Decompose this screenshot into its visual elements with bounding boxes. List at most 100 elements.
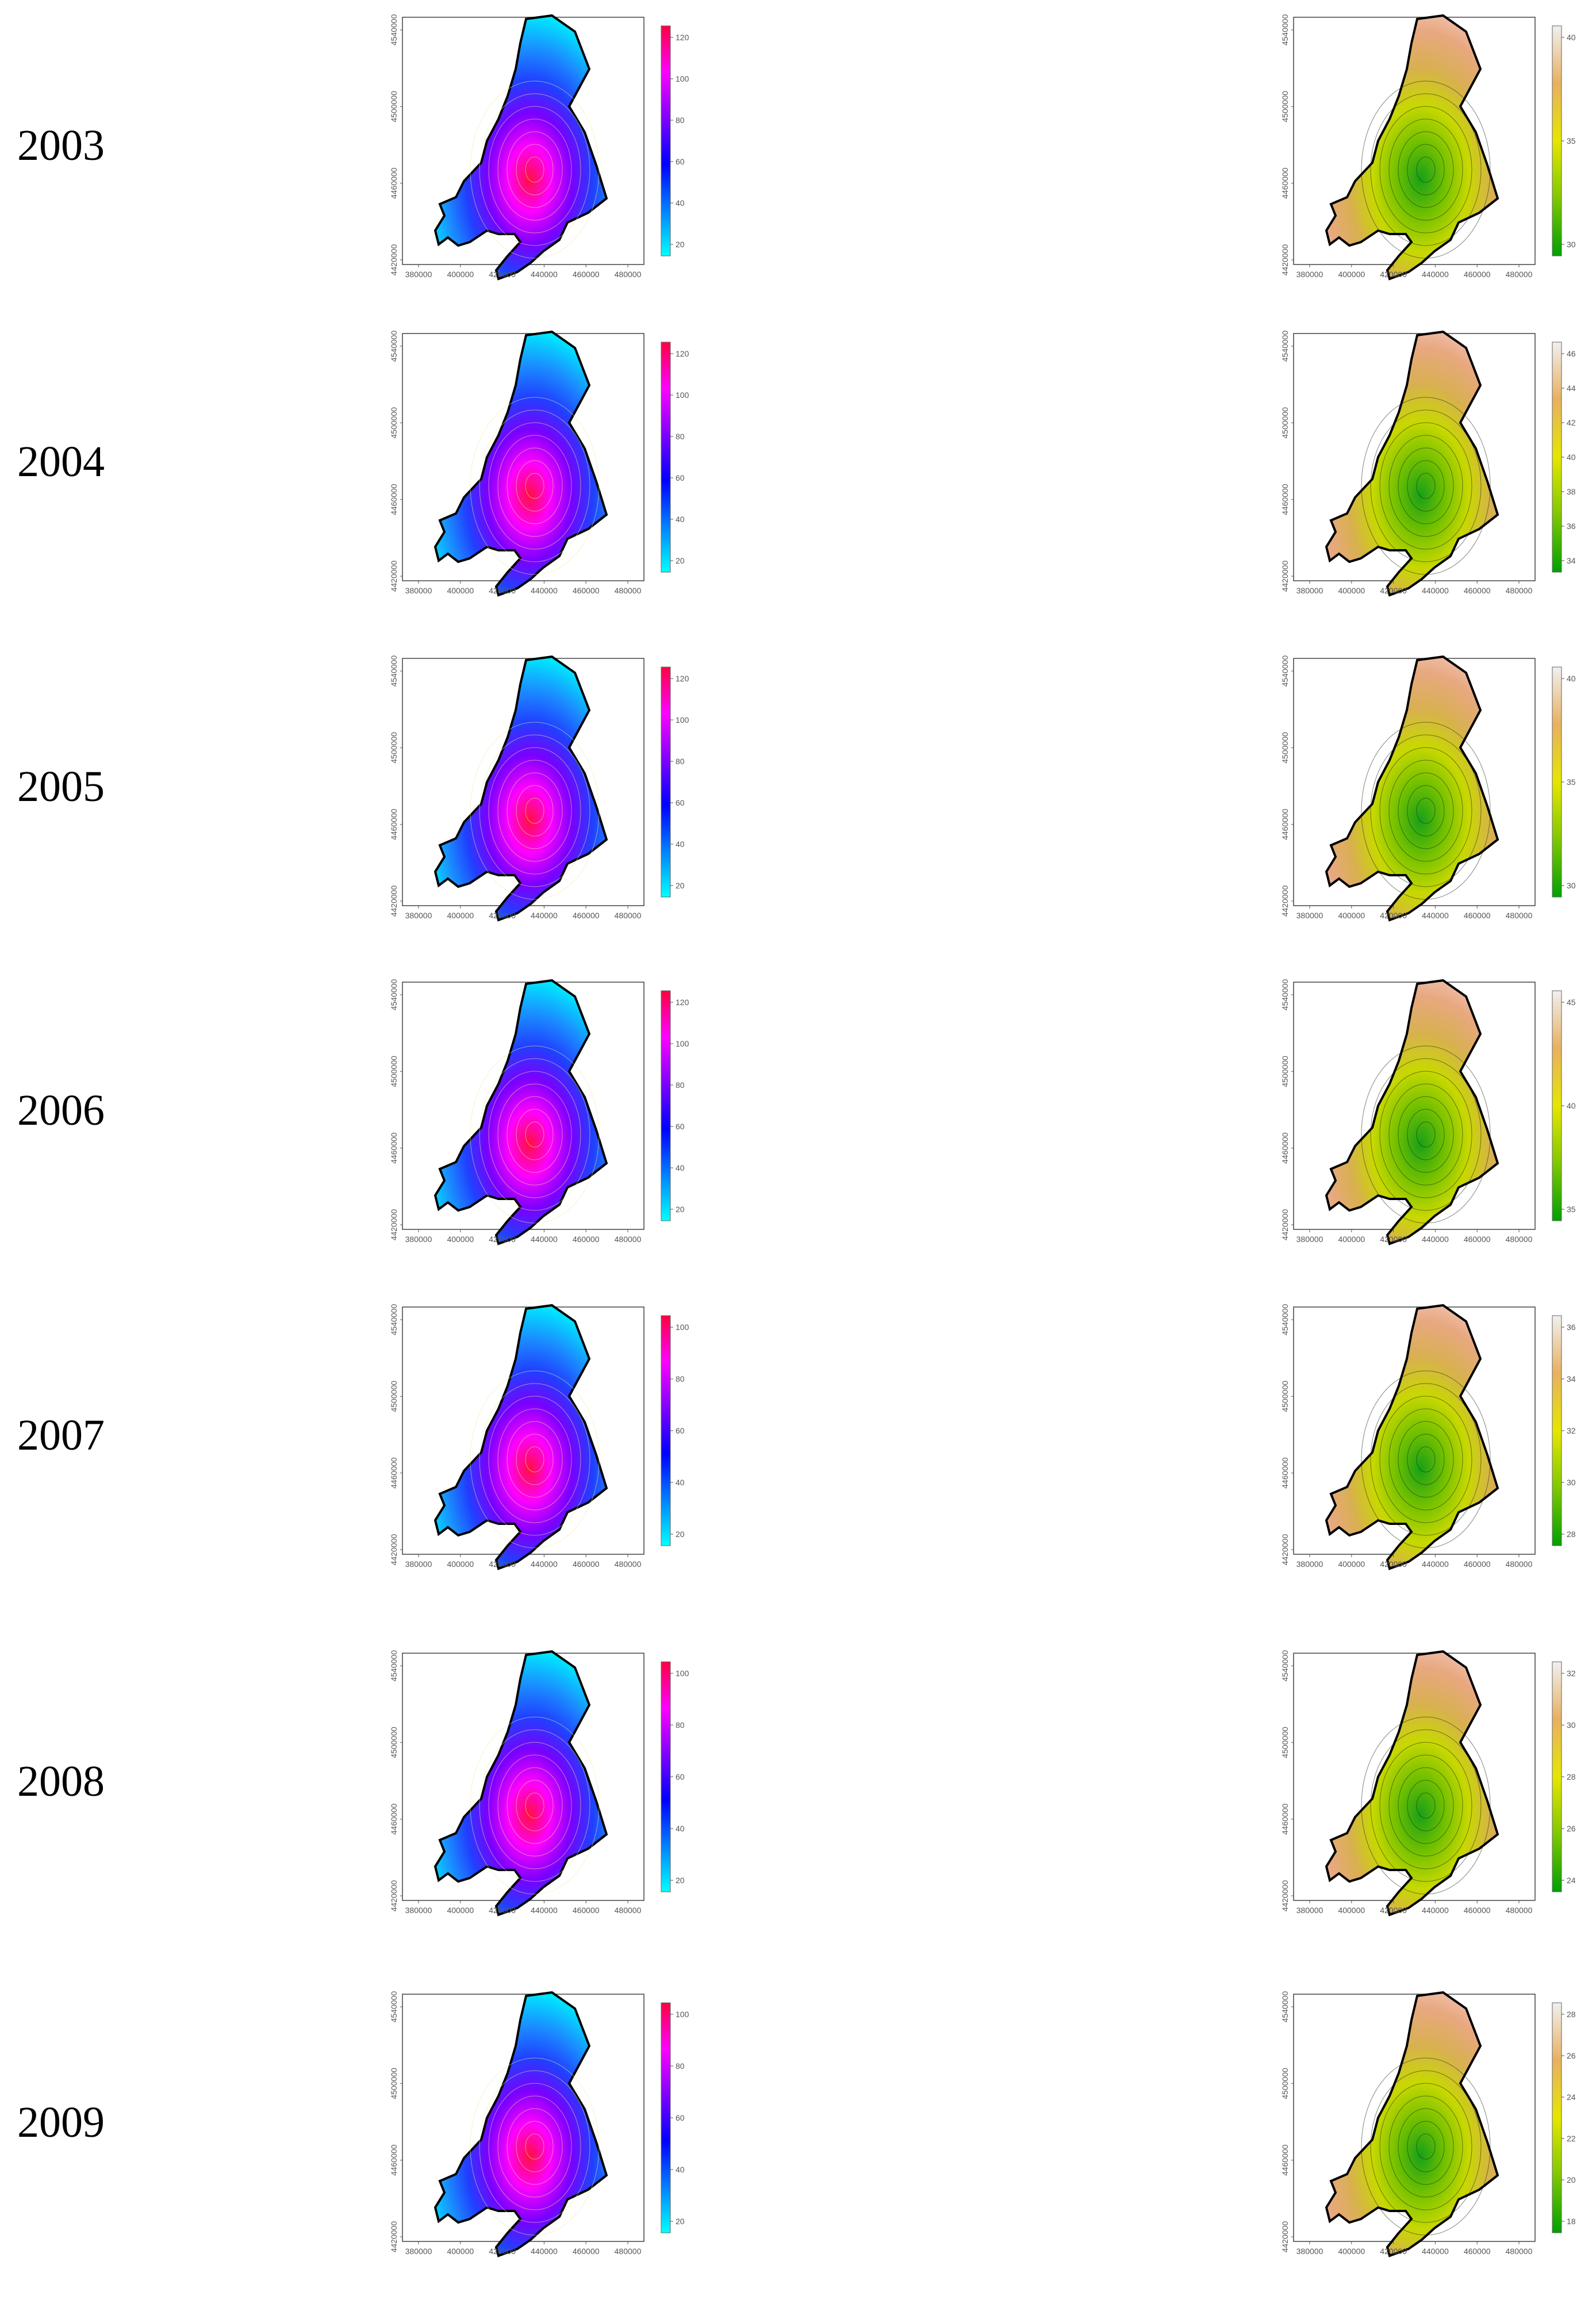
x-tick-label: 460000: [573, 586, 600, 595]
scale-tick-label: 40: [1567, 674, 1576, 683]
left-map-svg: 4420000 4460000 4500000 4540000 380000 400000…: [389, 331, 689, 597]
scale-tick-label: 60: [676, 2113, 685, 2122]
x-tick-label: 400000: [447, 1235, 474, 1244]
scale-tick-label: 34: [1567, 556, 1576, 565]
y-tick-label: 4460000: [389, 484, 398, 515]
scale-tick-label: 60: [676, 798, 685, 807]
map-region: [433, 1650, 608, 1917]
x-tick-label: 440000: [1422, 2247, 1449, 2256]
left-map-2003: 4420000 4460000 4500000 4540000 380000 400000…: [374, 14, 742, 285]
scale-tick-label: 40: [676, 1478, 685, 1487]
x-tick-label: 400000: [1338, 1906, 1365, 1915]
scale-tick-label: 20: [676, 881, 685, 890]
x-tick-label: 460000: [573, 911, 600, 920]
y-tick-label: 4420000: [1280, 886, 1290, 917]
y-tick-label: 4540000: [389, 14, 398, 46]
year-label: 2004: [17, 438, 105, 486]
scale-tick-label: 28: [1567, 2010, 1576, 2019]
color-scale-bar: [1552, 990, 1562, 1221]
year-label: 2003: [17, 121, 105, 170]
map-region: [1325, 1304, 1499, 1570]
x-tick-label: 400000: [1338, 911, 1365, 920]
x-tick-label: 380000: [1296, 1906, 1323, 1915]
x-tick-label: 460000: [1464, 1235, 1491, 1244]
x-tick-label: 480000: [615, 911, 642, 920]
scale-tick-label: 80: [676, 1374, 685, 1383]
y-tick-label: 4500000: [1280, 732, 1290, 764]
scale-tick-label: 35: [1567, 777, 1576, 787]
y-tick-label: 4540000: [389, 1304, 398, 1336]
scale-tick-label: 100: [676, 1323, 689, 1332]
scale-tick-label: 28: [1567, 1530, 1576, 1539]
y-tick-label: 4460000: [1280, 808, 1290, 840]
x-tick-label: 400000: [447, 270, 474, 279]
x-tick-label: 420000: [489, 1235, 516, 1244]
y-tick-label: 4500000: [1280, 91, 1290, 122]
x-tick-label: 440000: [531, 1906, 558, 1915]
left-map-2007: 4420000 4460000 4500000 4540000 380000 400000…: [374, 1304, 742, 1574]
scale-tick-label: 36: [1567, 1323, 1576, 1332]
scale-tick-label: 46: [1567, 349, 1576, 358]
map-region: [433, 1304, 608, 1570]
scale-tick-label: 120: [676, 674, 689, 683]
year-label: 2008: [17, 1757, 105, 1806]
map-region: [433, 979, 608, 1245]
y-tick-label: 4460000: [389, 167, 398, 199]
scale-tick-label: 24: [1567, 1876, 1576, 1885]
year-label: 2005: [17, 762, 105, 811]
y-tick-label: 4540000: [389, 656, 398, 687]
color-scale-bar: [1552, 342, 1562, 573]
scale-tick-label: 100: [676, 390, 689, 400]
color-scale-bar: [661, 990, 671, 1221]
map-region: [433, 655, 608, 922]
y-tick-label: 4500000: [389, 732, 398, 764]
y-tick-label: 4500000: [1280, 1381, 1290, 1412]
x-tick-label: 440000: [1422, 270, 1449, 279]
scale-tick-label: 40: [676, 515, 685, 524]
scale-tick-label: 35: [1567, 1205, 1576, 1214]
y-tick-label: 4420000: [1280, 561, 1290, 592]
left-map-2006: 4420000 4460000 4500000 4540000 380000 400000…: [374, 979, 742, 1250]
map-region: [433, 14, 608, 281]
x-tick-label: 460000: [573, 270, 600, 279]
scale-tick-label: 120: [676, 349, 689, 358]
x-tick-label: 440000: [531, 270, 558, 279]
x-tick-label: 380000: [405, 911, 432, 920]
scale-tick-label: 28: [1567, 1772, 1576, 1781]
y-tick-label: 4460000: [1280, 167, 1290, 199]
y-tick-label: 4420000: [1280, 2221, 1290, 2253]
x-tick-label: 460000: [1464, 1906, 1491, 1915]
color-scale-bar: [661, 1661, 671, 1892]
x-tick-label: 420000: [1380, 911, 1407, 920]
scale-tick-label: 30: [1567, 881, 1576, 890]
scale-tick-label: 80: [676, 1080, 685, 1090]
x-tick-label: 440000: [531, 2247, 558, 2256]
x-tick-label: 400000: [1338, 586, 1365, 595]
scale-tick-label: 60: [676, 157, 685, 166]
y-tick-label: 4460000: [1280, 1803, 1290, 1835]
x-tick-label: 380000: [1296, 1235, 1323, 1244]
scale-tick-label: 35: [1567, 136, 1576, 145]
x-tick-label: 420000: [1380, 1559, 1407, 1569]
y-tick-label: 4540000: [1280, 979, 1290, 1011]
right-map-2007: 4420000 4460000 4500000 4540000 380000 400000…: [1265, 1304, 1596, 1574]
y-tick-label: 4420000: [1280, 244, 1290, 276]
x-tick-label: 420000: [489, 586, 516, 595]
map-region: [1325, 1650, 1499, 1917]
x-tick-label: 440000: [1422, 1906, 1449, 1915]
scale-tick-label: 100: [676, 1669, 689, 1678]
year-label: 2007: [17, 1411, 105, 1459]
y-tick-label: 4420000: [389, 561, 398, 592]
color-scale-bar: [661, 25, 671, 256]
y-tick-label: 4540000: [1280, 331, 1290, 362]
x-tick-label: 400000: [447, 911, 474, 920]
x-tick-label: 380000: [405, 2247, 432, 2256]
x-tick-label: 440000: [531, 586, 558, 595]
y-tick-label: 4460000: [1280, 1132, 1290, 1164]
x-tick-label: 440000: [1422, 1235, 1449, 1244]
left-map-2009: 4420000 4460000 4500000 4540000 380000 400000…: [374, 1991, 742, 2262]
scale-tick-label: 40: [676, 840, 685, 849]
x-tick-label: 440000: [531, 911, 558, 920]
y-tick-label: 4540000: [389, 1650, 398, 1682]
scale-tick-label: 60: [676, 473, 685, 482]
